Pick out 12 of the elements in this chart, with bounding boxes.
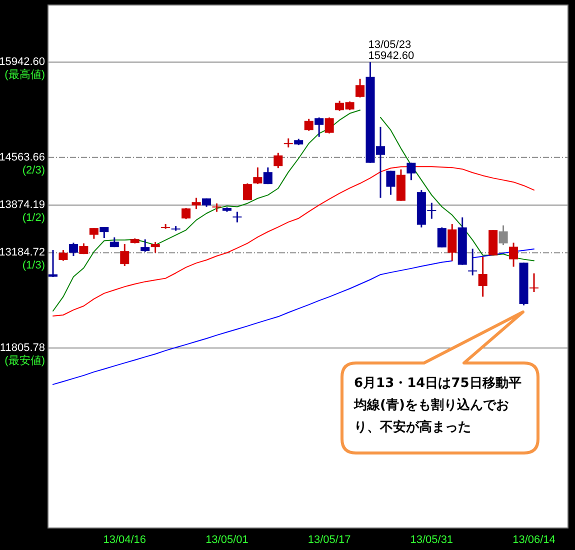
- annotation: 6月13・14日は75日移動平均線(青)をも割り込んでおり、不安が高まった: [353, 376, 522, 435]
- y-tick-label: 13874.19 (1/2): [0, 198, 45, 224]
- annotation: 13/05/23 15942.60: [368, 39, 414, 62]
- x-tick-label: 13/05/01: [206, 534, 248, 546]
- y-tick-label: 14563.66 (2/3): [0, 151, 45, 176]
- x-tick-label: 13/05/31: [410, 534, 454, 546]
- y-tick-label: 13184.72 (1/3): [0, 246, 45, 272]
- x-tick-label: 13/04/16: [103, 534, 146, 546]
- y-tick-label: 15942.60 (最高値): [0, 56, 45, 82]
- x-tick-label: 13/06/14: [512, 534, 556, 546]
- y-tick-label: 11805.78 (最安値): [0, 342, 45, 367]
- x-tick-label: 13/05/17: [308, 534, 351, 546]
